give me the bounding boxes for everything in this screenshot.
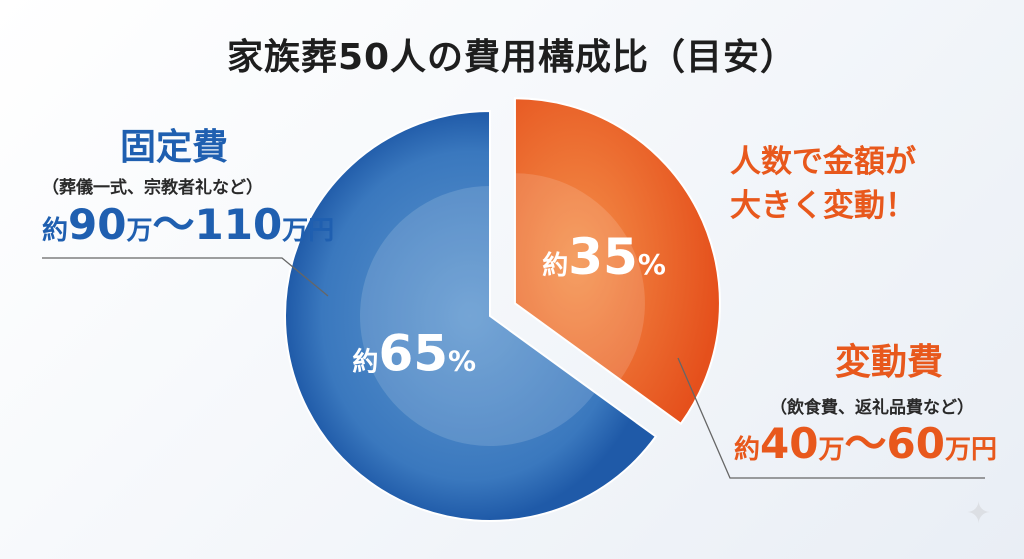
pie-slice-fixed-cost <box>284 109 658 522</box>
variable-cost-amount: 約40万〜60万円 <box>734 423 997 465</box>
variable-leader-line <box>677 357 985 479</box>
pie-slice-variable-cost <box>513 97 721 426</box>
slice-label-unit: % <box>638 248 666 281</box>
fixed-cost-name: 固定費 <box>120 127 229 168</box>
slice-label-variable-cost: 約35% <box>542 228 666 286</box>
fixed-amount-unit1: 万 <box>126 216 153 246</box>
fixed-cost-detail: （葬儀一式、宗教者礼など） <box>42 178 263 198</box>
fixed-amount-unit2: 万円 <box>282 216 335 246</box>
slice-label-prefix: 約 <box>542 250 568 281</box>
pie-slice-highlight-fixed-cost <box>360 186 596 446</box>
chart-title: 家族葬50人の費用構成比（目安） <box>226 37 798 78</box>
variable-amount-separator: 〜 <box>844 419 887 468</box>
slice-label-unit: % <box>448 345 476 378</box>
sparkle-icon: ✦ <box>966 496 992 531</box>
slice-label-prefix: 約 <box>352 347 378 378</box>
variable-amount-unit2: 万円 <box>944 435 997 465</box>
variable-amount-prefix: 約 <box>734 435 761 465</box>
variable-amount-unit1: 万 <box>818 435 845 465</box>
pie-slice-highlight-variable-cost <box>514 173 645 380</box>
fixed-amount-min: 90 <box>68 200 127 249</box>
variable-cost-name: 変動費 <box>835 342 944 383</box>
variable-note-line2: 大きく変動！ <box>730 188 916 224</box>
slice-label-number: 35 <box>568 228 638 286</box>
fixed-amount-prefix: 約 <box>42 216 69 246</box>
fixed-amount-max: 110 <box>194 200 283 249</box>
variable-note-line1: 人数で金額が <box>730 144 916 180</box>
fixed-amount-separator: 〜 <box>152 200 195 249</box>
variable-amount-min: 40 <box>760 419 819 468</box>
fixed-cost-amount: 約90万〜110万円 <box>42 204 334 246</box>
variable-cost-detail: （飲食費、返礼品費など） <box>770 398 974 418</box>
slice-label-fixed-cost: 約65% <box>352 325 476 383</box>
fixed-leader-line <box>42 257 329 297</box>
variable-amount-max: 60 <box>886 419 945 468</box>
slice-label-number: 65 <box>378 325 448 383</box>
